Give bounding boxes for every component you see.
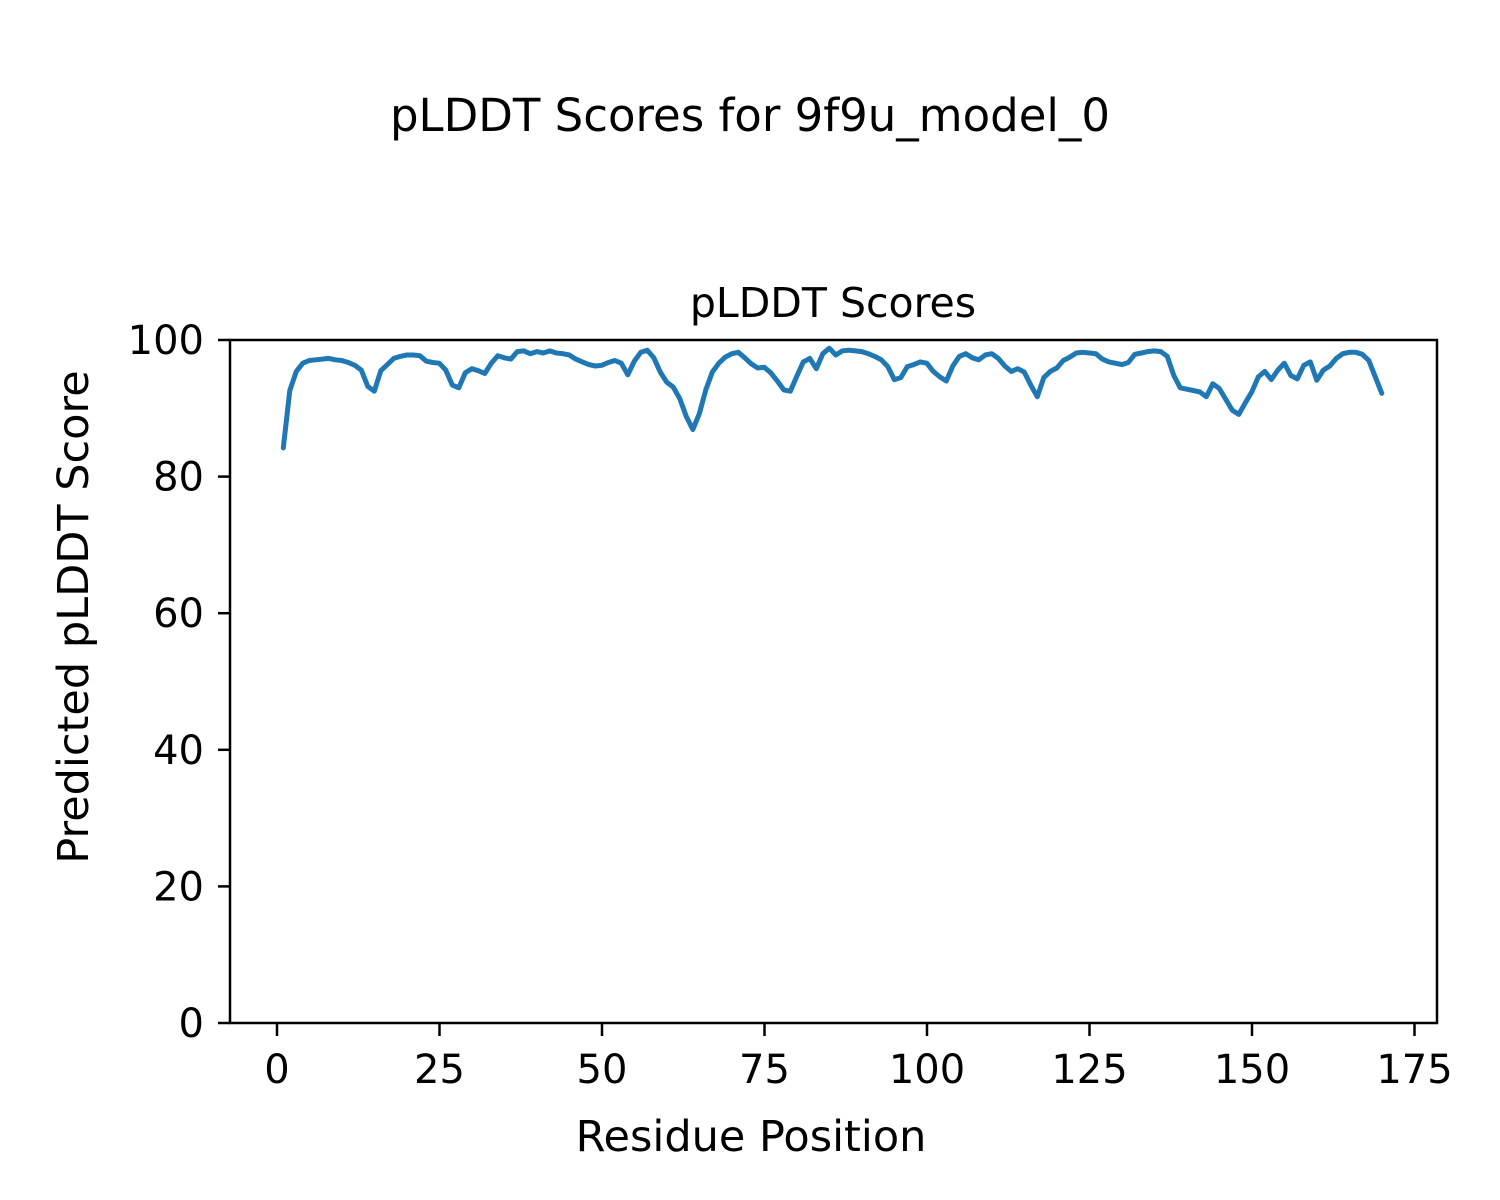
y-axis-label: Predicted pLDDT Score xyxy=(49,370,99,863)
y-tick-label: 100 xyxy=(128,318,204,364)
y-tick-label: 60 xyxy=(153,591,204,637)
y-tick-marks xyxy=(218,338,230,1025)
x-tick-label: 25 xyxy=(414,1047,465,1093)
plddt-score-line xyxy=(280,345,1385,451)
x-tick-label: 100 xyxy=(889,1047,965,1093)
x-tick-marks xyxy=(275,1023,1416,1036)
x-tick-labels: 0 25 50 75 100 125 150 175 xyxy=(264,1047,1452,1093)
y-tick-label: 0 xyxy=(179,1001,204,1047)
y-tick-labels: 0 20 40 60 80 100 xyxy=(128,318,204,1047)
y-tick-label: 80 xyxy=(153,455,204,501)
y-tick-label: 20 xyxy=(153,864,204,910)
x-tick-label: 175 xyxy=(1376,1047,1452,1093)
x-tick-label: 0 xyxy=(264,1047,289,1093)
x-tick-label: 75 xyxy=(739,1047,790,1093)
x-tick-label: 50 xyxy=(577,1047,628,1093)
y-tick-label: 40 xyxy=(153,728,204,774)
x-tick-label: 125 xyxy=(1051,1047,1127,1093)
x-tick-label: 150 xyxy=(1214,1047,1290,1093)
figure-title: pLDDT Scores for 9f9u_model_0 xyxy=(390,89,1110,142)
plot-area-border xyxy=(228,338,1439,1025)
x-axis-label: Residue Position xyxy=(576,1112,927,1162)
axes-title: pLDDT Scores xyxy=(690,279,976,327)
